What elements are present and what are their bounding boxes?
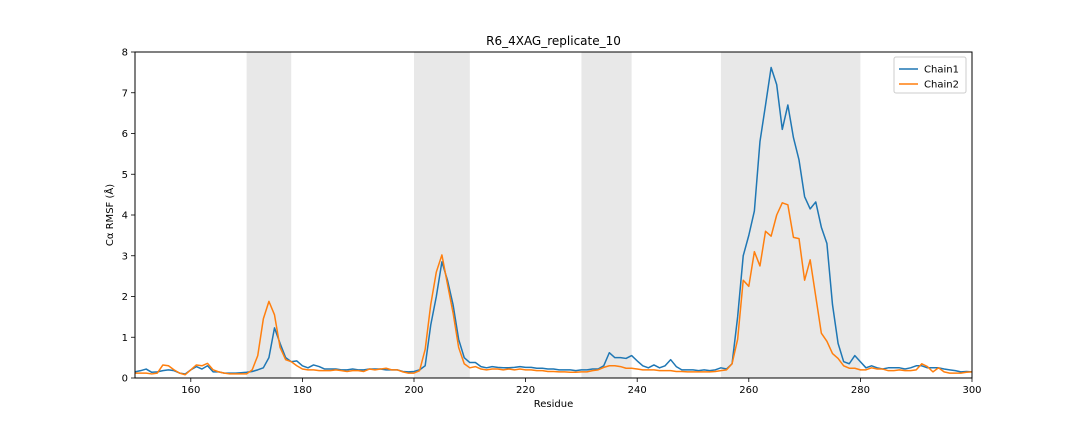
x-tick-label: 180 xyxy=(293,385,312,396)
y-tick-label: 7 xyxy=(122,88,128,99)
x-tick-label: 200 xyxy=(404,385,423,396)
series-line-chain1 xyxy=(134,66,973,375)
y-tick-label: 8 xyxy=(122,48,128,59)
series-line-chain2 xyxy=(135,202,973,376)
x-tick-label: 280 xyxy=(851,385,870,396)
x-axis-ticks: 160 180 200 220 240 260 280 300 xyxy=(181,378,982,396)
legend-label-chain1: Chain1 xyxy=(924,65,959,76)
shaded-region-1 xyxy=(246,52,292,378)
x-tick-label: 160 xyxy=(181,385,200,396)
shaded-regions xyxy=(246,52,861,378)
x-tick-label: 260 xyxy=(739,385,758,396)
x-tick-label: 300 xyxy=(962,385,981,396)
y-tick-label: 6 xyxy=(122,129,128,140)
y-tick-label: 1 xyxy=(122,333,128,344)
legend: Chain1 Chain2 xyxy=(893,56,967,94)
shaded-region-2 xyxy=(414,52,470,378)
chart-title: R6_4XAG_replicate_10 xyxy=(486,34,621,48)
shaded-region-4 xyxy=(720,52,861,378)
y-tick-label: 4 xyxy=(122,211,128,222)
y-tick-label: 2 xyxy=(122,292,128,303)
y-axis-title: Cα RMSF (Å) xyxy=(103,184,116,246)
x-tick-label: 220 xyxy=(516,385,535,396)
y-tick-label: 5 xyxy=(122,170,128,181)
legend-label-chain2: Chain2 xyxy=(924,80,959,91)
x-axis-title: Residue xyxy=(534,399,573,410)
shaded-region-3 xyxy=(581,52,632,378)
x-tick-label: 240 xyxy=(628,385,647,396)
y-tick-label: 0 xyxy=(122,374,128,385)
series-lines xyxy=(134,66,973,376)
y-tick-label: 3 xyxy=(122,251,128,262)
y-axis-ticks: 0 1 2 3 4 5 6 7 8 xyxy=(122,48,135,385)
